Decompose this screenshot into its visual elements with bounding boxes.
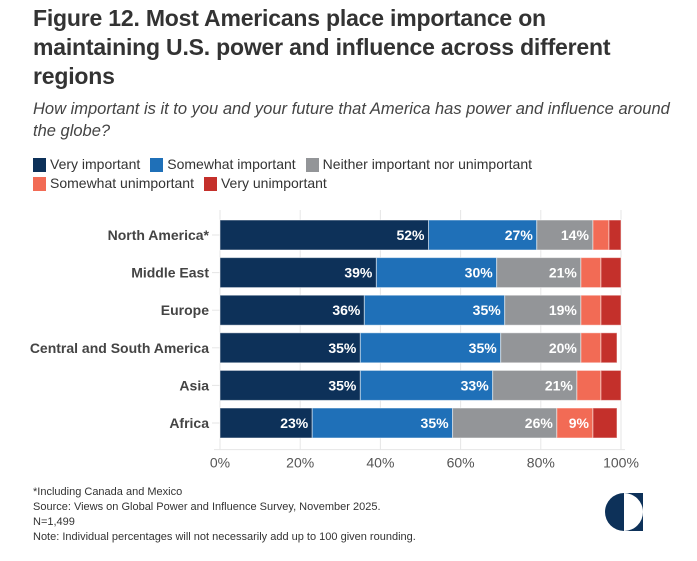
data-label: 26% [525, 415, 554, 431]
legend-swatch-neither [305, 157, 319, 172]
bar-segment [311, 407, 454, 439]
bar-segment [600, 257, 622, 289]
legend-item-neither: Neither important nor unimportant [305, 155, 532, 174]
footnote-asterisk: *Including Canada and Mexico [33, 486, 183, 498]
footnotes: *Including Canada and Mexico Source: Vie… [33, 485, 416, 545]
bar-segment [219, 332, 361, 364]
x-tick-label: 80% [527, 455, 555, 471]
data-label: 20% [549, 340, 578, 356]
data-label: 21% [549, 265, 578, 281]
bar-segment [608, 219, 622, 251]
category-label: Africa [169, 415, 209, 431]
category-label: North America* [108, 227, 210, 243]
x-tick-label: 0% [210, 455, 230, 471]
bar-segment [592, 407, 618, 439]
x-tick-label: 60% [447, 455, 475, 471]
bar-segment [536, 219, 594, 251]
bar-segment [556, 407, 594, 439]
bar-segment [496, 257, 582, 289]
data-label: 30% [465, 265, 494, 281]
legend-label: Very important [50, 156, 141, 172]
category-labels: North America* Middle East Europe Central a… [30, 227, 210, 431]
data-label: 35% [328, 340, 357, 356]
bar-segment [219, 407, 313, 439]
bar-segment [600, 369, 622, 401]
data-label: 52% [396, 227, 425, 243]
bar-segment [580, 257, 602, 289]
legend-label: Neither important nor unimportant [322, 156, 532, 172]
bar-segment [219, 369, 361, 401]
footnote-rounding: Note: Individual percentages will not ne… [33, 531, 416, 543]
bar-segment [452, 407, 558, 439]
half-circle-logo-icon [605, 493, 643, 531]
bar-segment [375, 257, 498, 289]
bar-segment [359, 332, 502, 364]
data-label: 14% [561, 227, 590, 243]
bar-segment [219, 294, 365, 326]
data-label: 23% [280, 415, 309, 431]
bar-segment [359, 369, 494, 401]
bar-segment [580, 332, 602, 364]
data-label: 36% [332, 302, 361, 318]
bar-segment [600, 294, 622, 326]
bar-segment [428, 219, 538, 251]
legend-swatch-very-important [33, 157, 46, 172]
data-label: 35% [469, 340, 498, 356]
data-label: 19% [549, 302, 578, 318]
data-label: 21% [545, 377, 574, 393]
legend-swatch-somewhat-unimportant [33, 176, 46, 191]
data-label: 39% [344, 265, 373, 281]
category-label: Middle East [131, 265, 209, 281]
chart-title: Figure 12. Most Americans place importan… [33, 5, 611, 89]
x-tick-label: 20% [286, 455, 314, 471]
legend-item-somewhat-important: Somewhat important [150, 155, 296, 174]
bar-segment [492, 369, 578, 401]
data-label: 35% [473, 302, 502, 318]
data-label: 33% [461, 377, 490, 393]
bar-segment [600, 332, 618, 364]
legend-swatch-somewhat-important [150, 157, 164, 172]
chart-subtitle: How important is it to you and your futu… [33, 100, 670, 140]
footnote-sample-size: N=1,499 [33, 516, 75, 528]
bar-segment [504, 294, 582, 326]
data-label: 9% [569, 415, 590, 431]
legend-item-somewhat-unimportant: Somewhat unimportant [33, 174, 194, 193]
x-axis-ticks: 0% 20% 40% 60% 80% 100% [210, 455, 639, 471]
category-label: Central and South America [30, 340, 209, 356]
bar-segment [580, 294, 602, 326]
stacked-bar-chart: 52% 27% 14% 39% 30% 21% 36% 35% 19% 35% 35% 20% 35% 3… [30, 210, 639, 471]
category-label: Europe [161, 302, 209, 318]
legend-label: Somewhat unimportant [50, 175, 194, 191]
legend-label: Somewhat important [167, 156, 296, 172]
data-label: 35% [328, 377, 357, 393]
footnote-source: Source: Views on Global Power and Influe… [33, 501, 381, 513]
category-label: Asia [179, 377, 209, 393]
legend-item-very-unimportant: Very unimportant [203, 174, 327, 193]
legend: Very important Somewhat important Neithe… [33, 155, 653, 193]
data-label: 27% [505, 227, 534, 243]
x-tick-label: 40% [366, 455, 394, 471]
legend-row-2: Somewhat unimportant Very unimportant [33, 174, 653, 193]
legend-item-very-important: Very important [33, 155, 140, 174]
bar-segment [576, 369, 602, 401]
bars: 52% 27% 14% 39% 30% 21% 36% 35% 19% 35% 35% 20% 35% 3… [219, 219, 622, 439]
bar-segment [592, 219, 610, 251]
bar-segment [219, 257, 377, 289]
data-label: 35% [421, 415, 450, 431]
legend-label: Very unimportant [220, 175, 327, 191]
x-tick-label: 100% [603, 455, 639, 471]
legend-row-1: Very important Somewhat important Neithe… [33, 155, 653, 174]
legend-swatch-very-unimportant [203, 176, 217, 191]
